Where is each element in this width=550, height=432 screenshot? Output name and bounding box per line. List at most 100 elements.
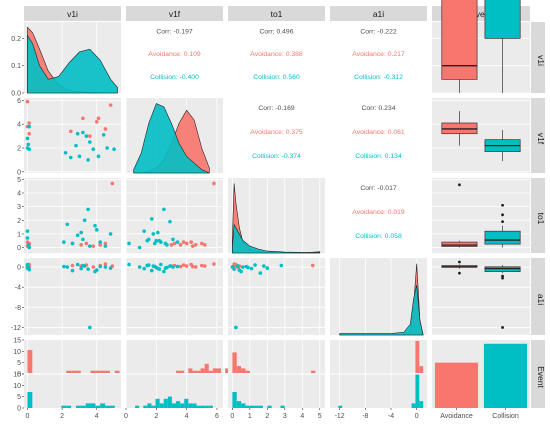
x-tick-label: 4 (300, 413, 304, 420)
scatter-point-collision (75, 131, 80, 136)
corr-avoidance-label: Avoidance: 0.019 (352, 209, 405, 216)
x-tick-label: 0 (230, 413, 234, 420)
box-avoidance (441, 0, 478, 80)
scatter-point-collision (234, 325, 238, 330)
corr-total-label: Corr: -0.222 (360, 28, 396, 35)
panel-background (24, 98, 121, 173)
y-tick-label: 10 (13, 383, 21, 390)
scatter-point-collision (157, 238, 162, 243)
scatter-point-collision (127, 241, 131, 246)
hist-bar-collision (180, 403, 185, 408)
panel-background (330, 22, 427, 93)
scatter-point-collision (65, 265, 70, 269)
scatter-point-collision (98, 264, 103, 269)
y-tick-label: 5 (17, 394, 21, 401)
scatter-point-collision (279, 263, 284, 268)
density-area-collision (133, 103, 210, 174)
density-area-collision (339, 285, 424, 336)
panel-background (228, 98, 325, 173)
scatter-point-collision (77, 154, 82, 159)
row-header-strip (531, 98, 545, 173)
scatter-point-avoidance (91, 265, 96, 269)
scatter-point-avoidance (103, 262, 108, 266)
scatter-point-avoidance (212, 181, 216, 186)
scatter-point-avoidance (108, 103, 113, 107)
scatter-point-avoidance (98, 243, 103, 247)
scatter-point-collision (103, 244, 108, 248)
corr-avoidance-label: Avoidance: 0.109 (148, 51, 201, 58)
y-tick-label: 15 (13, 338, 21, 345)
scatter-point-avoidance (172, 241, 177, 246)
scatter-point-collision (145, 238, 150, 243)
hist-bar-avoidance (27, 350, 33, 373)
box-outlier (501, 213, 504, 217)
hist-bar-avoidance (212, 368, 217, 373)
scatter-point-avoidance (96, 116, 101, 121)
corr-total-label: Corr: -0.169 (258, 105, 294, 112)
scatter-point-collision (171, 237, 175, 242)
hist-bar-avoidance (105, 370, 110, 373)
hist-bar-collision (100, 403, 106, 408)
corr-collision-label: Collision: -0.400 (150, 74, 199, 81)
y-tick-label: 0 (17, 245, 21, 252)
scatter-point-avoidance (181, 263, 186, 267)
y-tick-label: 4 (17, 191, 21, 198)
y-tick-label: 6 (17, 98, 21, 105)
hist-bar-collision (280, 405, 285, 408)
hist-bar-collision (85, 403, 91, 408)
scatter-point-collision (168, 219, 172, 224)
y-tick-label: -12 (11, 325, 21, 332)
scatter-point-collision (74, 143, 78, 148)
corr-total-label: Corr: -0.017 (360, 185, 396, 192)
scatter-point-collision (265, 266, 270, 270)
y-tick-label: 3 (17, 204, 21, 211)
x-tick-label: 3 (283, 413, 287, 420)
hist-bar-collision (147, 403, 152, 408)
hist-bar-collision (171, 403, 177, 408)
scatter-point-collision (81, 237, 85, 242)
hist-bar-avoidance (176, 370, 181, 373)
y-tick-label: -4 (15, 285, 21, 292)
box-outlier (501, 220, 504, 224)
y-tick-label: 2 (17, 146, 21, 153)
scatter-point-collision (105, 146, 109, 150)
y-tick-label: 15 (13, 372, 21, 379)
scatter-point-collision (27, 267, 31, 272)
density-area-collision (232, 223, 321, 254)
col-header-label: v1f (169, 9, 181, 19)
panel-background (330, 98, 427, 173)
box-collision (484, 0, 521, 39)
scatter-point-collision (137, 265, 142, 269)
scatter-point-avoidance (190, 264, 195, 269)
box-outlier (501, 326, 504, 329)
scatter-point-collision (237, 268, 242, 272)
hist-bar-collision (105, 405, 110, 408)
x-tick-label: 0 (124, 413, 128, 420)
row-header-strip (531, 22, 545, 93)
density-area-collision (27, 34, 118, 94)
scatter-point-collision (75, 262, 80, 267)
scatter-point-collision (127, 262, 131, 267)
hist-bar-collision (192, 403, 197, 408)
hist-bar-collision (163, 398, 168, 408)
y-tick-label: 0.2 (11, 36, 21, 43)
box-avoidance (441, 241, 478, 247)
scatter-point-collision (65, 222, 70, 227)
corr-total-label: Corr: 0.234 (361, 105, 395, 112)
hist-bar-avoidance (216, 368, 222, 373)
x-tick-label: 0 (26, 413, 30, 420)
scatter-point-collision (82, 218, 87, 223)
hist-bar-collision (254, 405, 259, 408)
scatter-point-avoidance (199, 241, 204, 246)
scatter-point-collision (25, 229, 30, 233)
hist-bar-avoidance (245, 370, 250, 373)
y-tick-label: 2 (17, 218, 21, 225)
panel-background (126, 22, 223, 93)
hist-bar-collision (200, 405, 205, 408)
panel-background (126, 178, 223, 253)
hist-bar-avoidance (419, 366, 424, 373)
scatter-point-collision (163, 241, 168, 246)
scatter-point-collision (26, 142, 31, 147)
scatter-point-avoidance (189, 240, 193, 244)
hist-bar-collision (241, 403, 246, 408)
